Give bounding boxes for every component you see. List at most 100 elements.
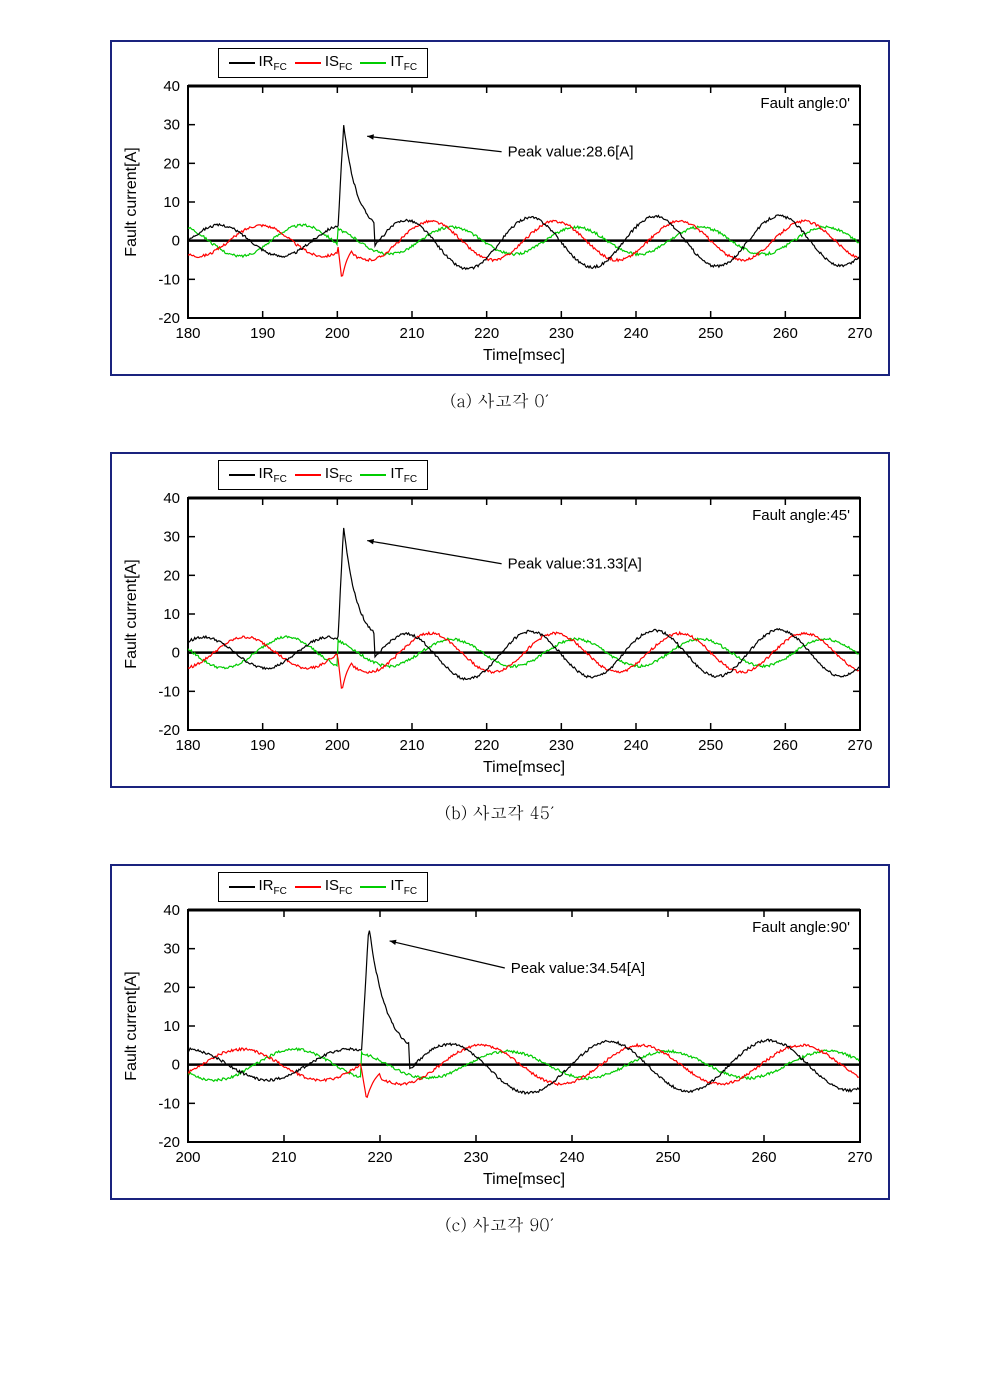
svg-text:220: 220: [474, 325, 499, 342]
svg-text:10: 10: [163, 194, 180, 211]
legend-swatch: [229, 474, 255, 476]
legend-swatch: [360, 62, 386, 64]
svg-text:40: 40: [163, 490, 180, 507]
peak-label: Peak value:34.54[A]: [510, 960, 644, 977]
legend-item: IRFC: [229, 877, 287, 897]
svg-text:30: 30: [163, 117, 180, 134]
svg-text:30: 30: [163, 529, 180, 546]
svg-text:40: 40: [163, 902, 180, 919]
chart-frame: IRFCISFCITFC-20-100102030401801902002102…: [110, 40, 890, 376]
chart-frame: IRFCISFCITFC-20-100102030401801902002102…: [110, 452, 890, 788]
legend-item: IRFC: [229, 465, 287, 485]
caption: (c) 사고각 90′: [80, 1212, 919, 1236]
fault-angle-label: Fault angle:45': [752, 507, 850, 524]
figure-a: IRFCISFCITFC-20-100102030401801902002102…: [80, 40, 919, 412]
svg-text:190: 190: [250, 737, 275, 754]
svg-text:-10: -10: [158, 1095, 180, 1112]
chart-a: -20-100102030401801902002102202302402502…: [118, 68, 878, 368]
legend-label: IRFC: [259, 465, 287, 485]
legend-item: IRFC: [229, 53, 287, 73]
svg-text:230: 230: [463, 1149, 488, 1166]
legend: IRFC ISFC ITFC: [218, 872, 429, 902]
legend-item: ITFC: [360, 877, 417, 897]
legend-label: IRFC: [259, 53, 287, 73]
svg-text:0: 0: [171, 645, 179, 662]
svg-text:200: 200: [324, 737, 349, 754]
svg-text:0: 0: [171, 1057, 179, 1074]
figure-b: IRFCISFCITFC-20-100102030401801902002102…: [80, 452, 919, 824]
svg-text:260: 260: [772, 737, 797, 754]
legend-swatch: [360, 886, 386, 888]
peak-label: Peak value:28.6[A]: [507, 144, 633, 161]
legend-label: ITFC: [390, 465, 417, 485]
legend-swatch: [295, 886, 321, 888]
svg-text:20: 20: [163, 567, 180, 584]
svg-text:240: 240: [623, 737, 648, 754]
legend-item: ISFC: [295, 465, 353, 485]
svg-text:180: 180: [175, 325, 200, 342]
svg-text:240: 240: [559, 1149, 584, 1166]
svg-text:20: 20: [163, 979, 180, 996]
plot-area: -20-10010203040200210220230240250260270P…: [118, 892, 882, 1192]
y-axis-label: Fault current[A]: [123, 559, 140, 668]
legend: IRFC ISFC ITFC: [218, 48, 429, 78]
svg-text:230: 230: [548, 737, 573, 754]
svg-text:-10: -10: [158, 683, 180, 700]
svg-text:220: 220: [367, 1149, 392, 1166]
x-axis-label: Time[msec]: [482, 347, 564, 364]
svg-text:210: 210: [399, 737, 424, 754]
peak-label: Peak value:31.33[A]: [507, 556, 641, 573]
legend-label: ISFC: [325, 465, 353, 485]
svg-text:220: 220: [474, 737, 499, 754]
x-axis-label: Time[msec]: [482, 759, 564, 776]
svg-text:250: 250: [698, 737, 723, 754]
svg-text:-10: -10: [158, 271, 180, 288]
legend-item: ISFC: [295, 53, 353, 73]
plot-area: -20-100102030401801902002102202302402502…: [118, 480, 882, 780]
legend-swatch: [229, 62, 255, 64]
plot-area: -20-100102030401801902002102202302402502…: [118, 68, 882, 368]
legend-item: ISFC: [295, 877, 353, 897]
svg-text:180: 180: [175, 737, 200, 754]
svg-text:250: 250: [655, 1149, 680, 1166]
chart-c: -20-10010203040200210220230240250260270P…: [118, 892, 878, 1192]
fault-angle-label: Fault angle:0': [760, 95, 850, 112]
legend-label: ITFC: [390, 53, 417, 73]
svg-text:260: 260: [772, 325, 797, 342]
svg-text:250: 250: [698, 325, 723, 342]
legend-swatch: [295, 62, 321, 64]
legend-item: ITFC: [360, 465, 417, 485]
svg-text:200: 200: [324, 325, 349, 342]
y-axis-label: Fault current[A]: [123, 147, 140, 256]
legend-label: IRFC: [259, 877, 287, 897]
legend-label: ISFC: [325, 53, 353, 73]
legend-label: ITFC: [390, 877, 417, 897]
svg-text:30: 30: [163, 941, 180, 958]
x-axis-label: Time[msec]: [482, 1171, 564, 1188]
svg-text:210: 210: [399, 325, 424, 342]
caption: (b) 사고각 45′: [80, 800, 919, 824]
svg-text:270: 270: [847, 1149, 872, 1166]
svg-text:200: 200: [175, 1149, 200, 1166]
svg-text:0: 0: [171, 233, 179, 250]
fault-angle-label: Fault angle:90': [752, 919, 850, 936]
legend-swatch: [229, 886, 255, 888]
legend-label: ISFC: [325, 877, 353, 897]
svg-text:230: 230: [548, 325, 573, 342]
svg-text:210: 210: [271, 1149, 296, 1166]
svg-text:40: 40: [163, 78, 180, 95]
chart-frame: IRFCISFCITFC-20-100102030402002102202302…: [110, 864, 890, 1200]
chart-b: -20-100102030401801902002102202302402502…: [118, 480, 878, 780]
svg-text:20: 20: [163, 155, 180, 172]
legend-item: ITFC: [360, 53, 417, 73]
svg-text:190: 190: [250, 325, 275, 342]
svg-text:270: 270: [847, 737, 872, 754]
svg-text:260: 260: [751, 1149, 776, 1166]
figure-c: IRFCISFCITFC-20-100102030402002102202302…: [80, 864, 919, 1236]
svg-text:240: 240: [623, 325, 648, 342]
svg-text:10: 10: [163, 606, 180, 623]
caption: (a) 사고각 0′: [80, 388, 919, 412]
svg-text:10: 10: [163, 1018, 180, 1035]
legend-swatch: [295, 474, 321, 476]
svg-text:270: 270: [847, 325, 872, 342]
